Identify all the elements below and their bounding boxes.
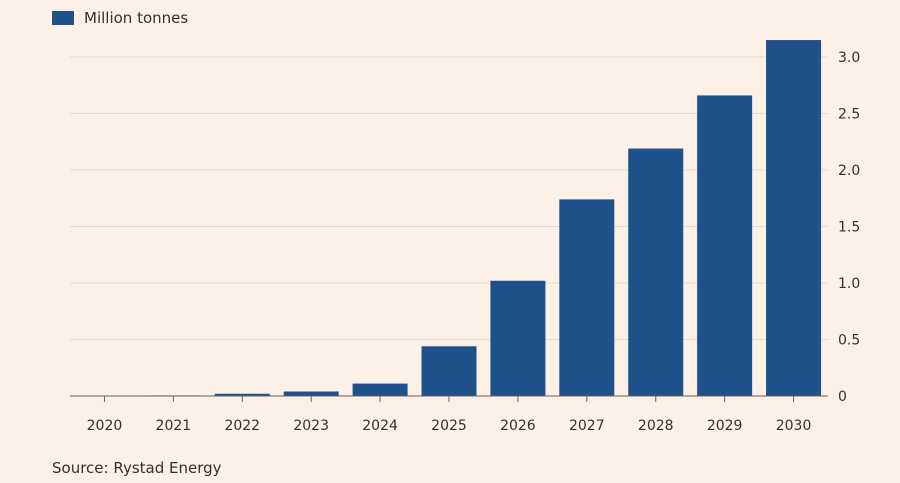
label-layer: 0 0.5 1.0 1.5 2.0 2.5 3.0 2020 2021 2022 2023 2024 2…: [87, 50, 861, 434]
bar-2025: [421, 346, 477, 396]
bar-2027: [559, 199, 615, 396]
source-note: Source: Rystad Energy: [52, 459, 222, 477]
y-tick-label: 1.0: [838, 276, 860, 292]
bar-2030: [766, 40, 822, 397]
x-tick-label: 2028: [638, 418, 674, 434]
bar-2024: [352, 383, 408, 396]
x-tick-label: 2030: [776, 418, 812, 434]
bar-2026: [490, 280, 546, 396]
bar-2023: [283, 391, 339, 396]
x-tick-label: 2022: [224, 418, 260, 434]
bar-2022: [214, 393, 270, 396]
bar-layer: [145, 40, 822, 397]
x-tick-label: 2029: [707, 418, 743, 434]
y-tick-label: 2.5: [838, 107, 860, 123]
x-tick-label: 2021: [156, 418, 192, 434]
legend: Million tonnes: [52, 9, 188, 27]
legend-label: Million tonnes: [84, 9, 189, 27]
y-tick-label: 3.0: [838, 50, 860, 66]
y-tick-label: 1.5: [838, 220, 860, 236]
y-tick-label: 0: [838, 389, 847, 405]
x-tick-label: 2020: [87, 418, 123, 434]
legend-swatch: [52, 11, 74, 25]
x-tick-label: 2025: [431, 418, 467, 434]
y-tick-label: 2.0: [838, 163, 860, 179]
x-tick-label: 2024: [362, 418, 398, 434]
bar-2029: [697, 95, 753, 397]
x-tick-label: 2027: [569, 418, 605, 434]
axis-layer: [70, 395, 828, 402]
y-tick-label: 0.5: [838, 333, 860, 349]
x-tick-label: 2026: [500, 418, 536, 434]
x-tick-label: 2023: [293, 418, 329, 434]
bar-2028: [628, 148, 684, 396]
